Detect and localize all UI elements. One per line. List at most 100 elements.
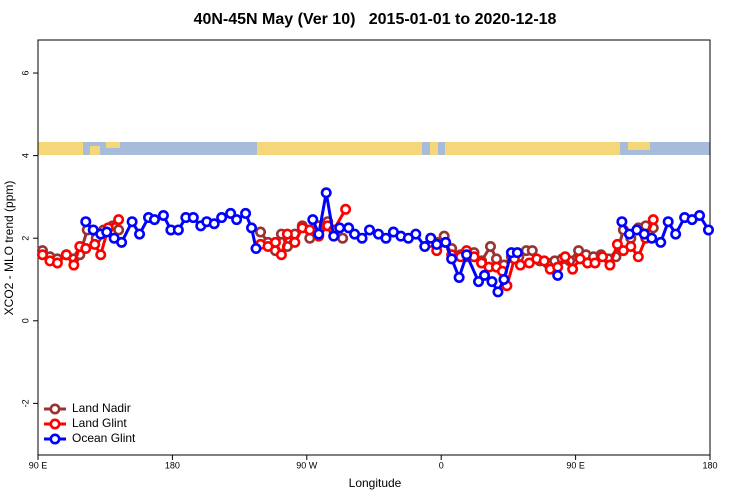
data-point (208, 218, 220, 230)
data-point (60, 249, 72, 261)
data-point (80, 216, 92, 228)
data-point (670, 228, 682, 240)
data-point (646, 232, 658, 244)
data-point (380, 232, 392, 244)
data-point (275, 249, 287, 261)
data-point (498, 274, 510, 286)
data-point (320, 187, 332, 199)
land-band (445, 142, 620, 155)
chart-title: 40N-45N May (Ver 10) 2015-01-01 to 2020-… (194, 11, 557, 28)
data-point (157, 209, 169, 221)
data-point (461, 249, 473, 261)
data-point (425, 232, 437, 244)
data-point (511, 247, 523, 259)
y-axis-title: XCO2 - MLO trend (ppm) (2, 181, 16, 316)
land-band (90, 146, 100, 155)
y-tick-label: 0 (20, 318, 30, 323)
x-tick-label: 180 (165, 460, 180, 470)
data-point (632, 251, 644, 263)
data-point (304, 224, 316, 236)
legend-label: Land Nadir (72, 401, 131, 415)
x-tick-label: 90 W (296, 460, 318, 470)
data-point (419, 240, 431, 252)
data-point (116, 236, 128, 248)
data-point (225, 207, 237, 219)
legend-marker (49, 418, 61, 430)
legend-label: Land Glint (72, 416, 127, 430)
data-point (446, 253, 458, 265)
data-point (95, 249, 107, 261)
series (80, 187, 715, 298)
legend-label: Ocean Glint (72, 431, 136, 445)
data-point (453, 271, 465, 283)
data-point (616, 216, 628, 228)
data-point (655, 236, 667, 248)
land-ocean-strip (38, 142, 710, 155)
data-point (473, 276, 485, 288)
data-point (113, 224, 125, 236)
data-point (625, 240, 637, 252)
data-point (289, 236, 301, 248)
data-point (250, 243, 262, 255)
data-point (172, 224, 184, 236)
land-band (430, 142, 438, 155)
data-point (343, 222, 355, 234)
y-tick-label: 4 (20, 153, 30, 158)
y-tick-label: 2 (20, 236, 30, 241)
data-point (36, 249, 48, 261)
data-point (337, 232, 349, 244)
data-point (611, 238, 623, 250)
x-tick-label: 90 E (29, 460, 48, 470)
data-point (51, 257, 63, 269)
data-point (492, 286, 504, 298)
data-point (589, 257, 601, 269)
data-point (340, 203, 352, 215)
land-band (106, 142, 120, 148)
data-point (526, 245, 538, 257)
data-point (113, 214, 125, 226)
land-band (38, 142, 83, 155)
data-point (281, 228, 293, 240)
data-point (479, 269, 491, 281)
data-point (703, 224, 715, 236)
data-point (328, 230, 340, 242)
data-point (356, 232, 368, 244)
x-axis-title: Longitude (349, 476, 402, 490)
data-point (148, 214, 160, 226)
data-point (694, 209, 706, 221)
data-point (216, 212, 228, 224)
x-tick-label: 90 E (566, 460, 585, 470)
data-point (246, 222, 258, 234)
data-point (231, 214, 243, 226)
data-point (604, 259, 616, 271)
data-point (240, 207, 252, 219)
data-point (552, 269, 564, 281)
land-band (628, 142, 650, 150)
land-band (257, 142, 422, 155)
data-point (484, 240, 496, 252)
data-point (364, 224, 376, 236)
data-point (255, 226, 267, 238)
data-point (559, 251, 571, 263)
data-point (486, 276, 498, 288)
data-point (313, 228, 325, 240)
data-point (538, 255, 550, 267)
data-point (514, 259, 526, 271)
data-point (269, 236, 281, 248)
y-tick-label: -2 (20, 399, 30, 407)
data-point (334, 222, 346, 234)
data-point (126, 216, 138, 228)
data-point (431, 238, 443, 250)
data-point (89, 238, 101, 250)
legend-marker (49, 433, 61, 445)
data-point (440, 236, 452, 248)
x-tick-label: 180 (702, 460, 717, 470)
y-tick-label: 6 (20, 71, 30, 76)
data-point (101, 226, 113, 238)
data-point (134, 228, 146, 240)
data-point (187, 212, 199, 224)
data-point (410, 228, 422, 240)
series (36, 203, 659, 292)
